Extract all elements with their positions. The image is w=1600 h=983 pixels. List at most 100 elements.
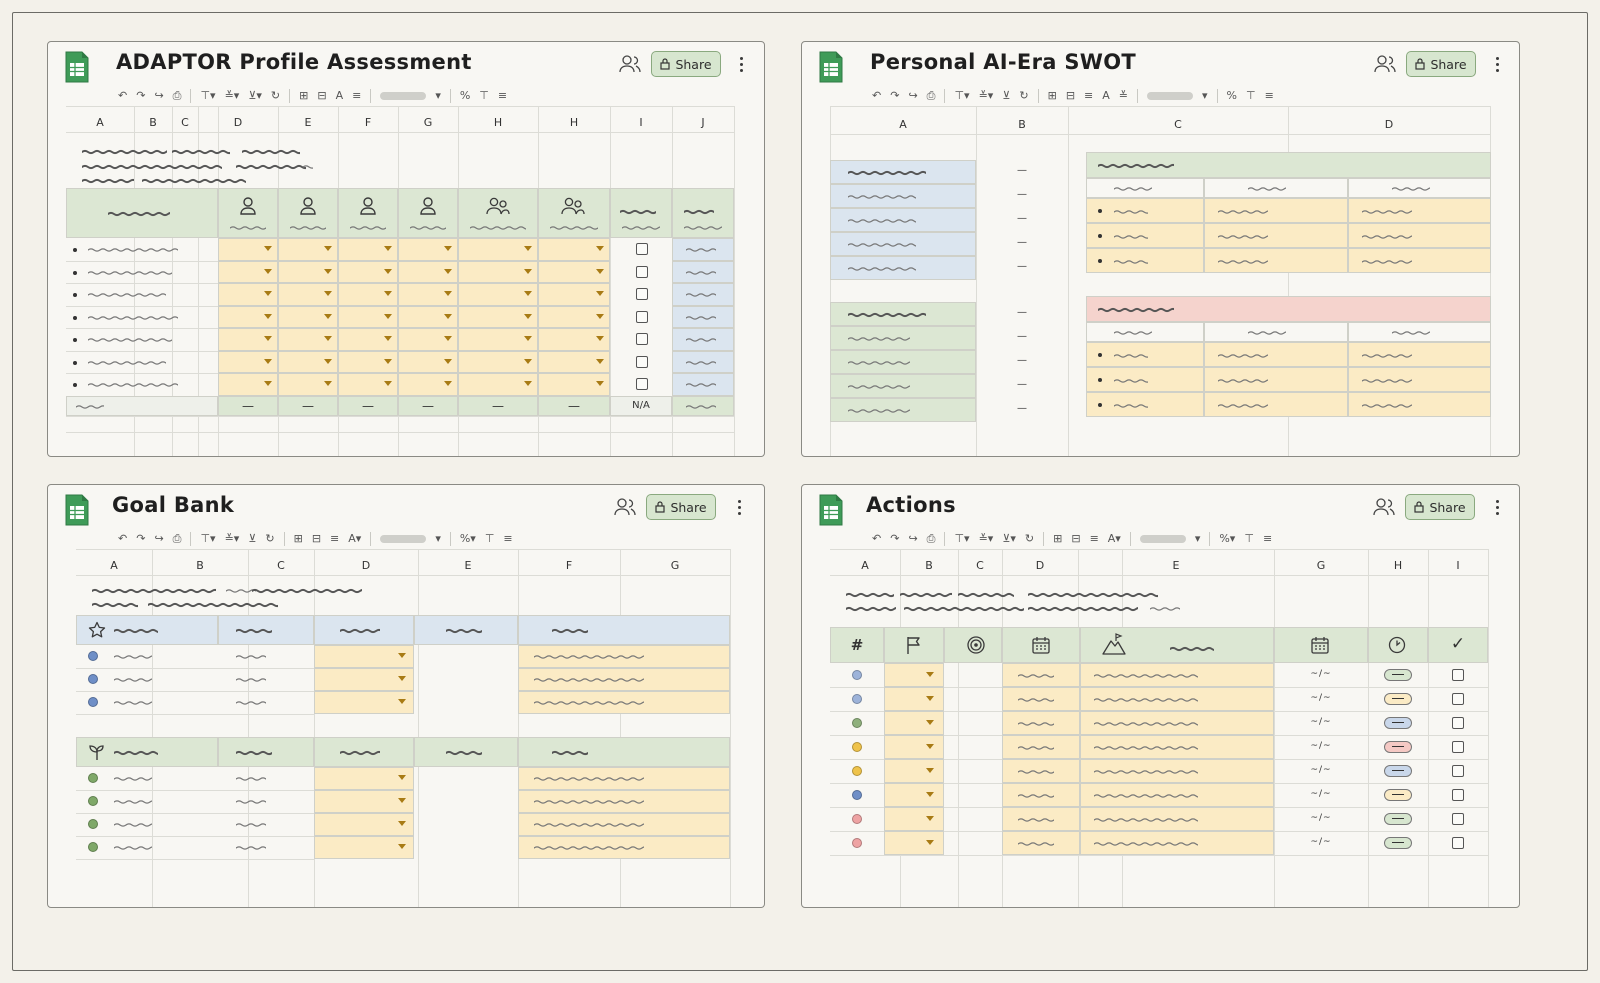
doc-title[interactable]: Actions [866, 493, 956, 517]
format-icon[interactable]: ⊤▾ [954, 89, 970, 102]
category-dropdown[interactable] [314, 668, 414, 691]
border-icon[interactable]: ⊟ [1071, 532, 1081, 545]
chevron-down-icon[interactable] [524, 358, 532, 364]
align-icon[interactable]: ≚▾ [224, 532, 240, 545]
column-header[interactable]: I [1456, 559, 1460, 572]
rating-dropdown[interactable] [278, 260, 338, 283]
rating-dropdown[interactable] [338, 305, 398, 328]
date-cell[interactable] [1002, 831, 1080, 855]
column-header[interactable]: B [149, 116, 157, 129]
align-icon[interactable]: ≚▾ [978, 89, 994, 102]
status-chip[interactable] [1384, 717, 1412, 729]
merge-icon[interactable]: ⊞ [299, 89, 309, 102]
chevron-down-icon[interactable] [524, 291, 532, 296]
sum-icon[interactable]: ≡ [1264, 89, 1274, 102]
chevron-down-icon[interactable] [596, 291, 604, 296]
wrap2-icon[interactable]: ≚ [1118, 89, 1129, 102]
date-cell[interactable] [1002, 663, 1080, 687]
status-chip[interactable] [1384, 813, 1412, 825]
milestone-cell[interactable] [1080, 759, 1274, 783]
chevron-down-icon[interactable] [264, 381, 272, 386]
chevron-down-icon[interactable] [384, 358, 392, 364]
rating-dropdown[interactable] [338, 350, 398, 373]
rating-dropdown[interactable] [338, 283, 398, 306]
checkbox[interactable] [636, 243, 648, 255]
input-cell[interactable] [1086, 367, 1204, 392]
column-header[interactable]: G [670, 559, 680, 572]
text-color-icon[interactable]: A▾ [1107, 532, 1121, 545]
type-dropdown[interactable] [884, 711, 944, 735]
checkbox[interactable] [636, 310, 648, 323]
kebab-icon[interactable] [736, 52, 746, 76]
rating-dropdown[interactable] [278, 328, 338, 351]
forward-icon[interactable]: ↪ [908, 532, 918, 545]
merge-icon[interactable]: ⊞ [293, 532, 303, 545]
chevron-down-icon[interactable] [596, 358, 604, 364]
column-header[interactable]: B [1018, 118, 1026, 131]
column-header[interactable]: F [565, 559, 573, 572]
column-header[interactable]: D [233, 116, 243, 129]
chevron-down-icon[interactable] [926, 840, 934, 845]
people-icon[interactable] [619, 54, 641, 74]
text-color-icon[interactable]: A [335, 89, 344, 102]
checkbox[interactable] [636, 378, 648, 390]
percent-icon[interactable]: %▾ [459, 532, 476, 545]
rating-dropdown[interactable] [218, 260, 278, 283]
date-cell[interactable] [1002, 711, 1080, 735]
rating-dropdown[interactable] [458, 260, 538, 283]
rotate-icon[interactable]: ↻ [1019, 89, 1029, 102]
checkbox[interactable] [1452, 837, 1464, 849]
redo-icon[interactable]: ↷ [136, 532, 146, 545]
milestone-cell[interactable] [1080, 831, 1274, 855]
column-header[interactable]: J [701, 116, 705, 129]
chevron-down-icon[interactable] [324, 268, 332, 274]
wrap-icon[interactable]: ⊻ [1002, 89, 1011, 102]
column-header[interactable]: A [899, 118, 907, 131]
rating-dropdown[interactable] [218, 305, 278, 328]
milestone-cell[interactable] [1080, 711, 1274, 735]
chevron-down-icon[interactable] [444, 268, 452, 274]
sheets-icon[interactable] [64, 50, 90, 84]
rating-dropdown[interactable] [458, 350, 538, 373]
print-icon[interactable]: ⎙ [172, 89, 182, 102]
column-header[interactable]: H [1393, 559, 1403, 572]
checkbox[interactable] [1452, 669, 1464, 681]
input-cell[interactable] [1348, 248, 1491, 273]
rating-dropdown[interactable] [338, 373, 398, 396]
strike-icon[interactable]: ≡ [1084, 89, 1094, 102]
chevron-down-icon[interactable] [398, 844, 406, 849]
undo-icon[interactable]: ↶ [118, 89, 128, 102]
input-cell[interactable] [1086, 392, 1204, 417]
type-dropdown[interactable] [884, 735, 944, 759]
rating-dropdown[interactable] [338, 328, 398, 351]
share-button[interactable]: Share [1405, 494, 1475, 520]
sheets-icon[interactable] [818, 493, 844, 527]
chevron-down-icon[interactable] [926, 792, 934, 797]
chevron-down-icon[interactable] [324, 246, 332, 251]
status-chip[interactable] [1384, 669, 1412, 681]
chevron-down-icon[interactable] [524, 268, 532, 274]
print-icon[interactable]: ⎙ [172, 532, 182, 545]
category-dropdown[interactable] [314, 836, 414, 859]
font-select[interactable] [1147, 92, 1194, 100]
rating-dropdown[interactable] [398, 283, 458, 306]
milestone-cell[interactable] [1080, 807, 1274, 831]
input-cell[interactable] [1204, 198, 1348, 223]
filter-icon[interactable]: ⊤ [479, 89, 489, 102]
input-cell[interactable] [1348, 392, 1491, 417]
wrap-icon[interactable]: ⊻ [248, 532, 257, 545]
chevron-down-icon[interactable] [926, 744, 934, 749]
column-header[interactable]: C [181, 116, 189, 129]
column-header[interactable]: G [1316, 559, 1326, 572]
column-header[interactable]: E [1172, 559, 1180, 572]
doc-title[interactable]: Goal Bank [112, 493, 235, 517]
column-header[interactable]: G [423, 116, 433, 129]
wrap-icon[interactable]: ⊻▾ [1002, 532, 1016, 545]
rating-dropdown[interactable] [398, 305, 458, 328]
font-select[interactable] [380, 92, 427, 100]
rating-dropdown[interactable] [398, 350, 458, 373]
chevron-down-icon[interactable] [524, 313, 532, 319]
column-header[interactable]: B [196, 559, 204, 572]
chevron-down-icon[interactable] [324, 291, 332, 296]
rating-dropdown[interactable] [538, 305, 610, 328]
